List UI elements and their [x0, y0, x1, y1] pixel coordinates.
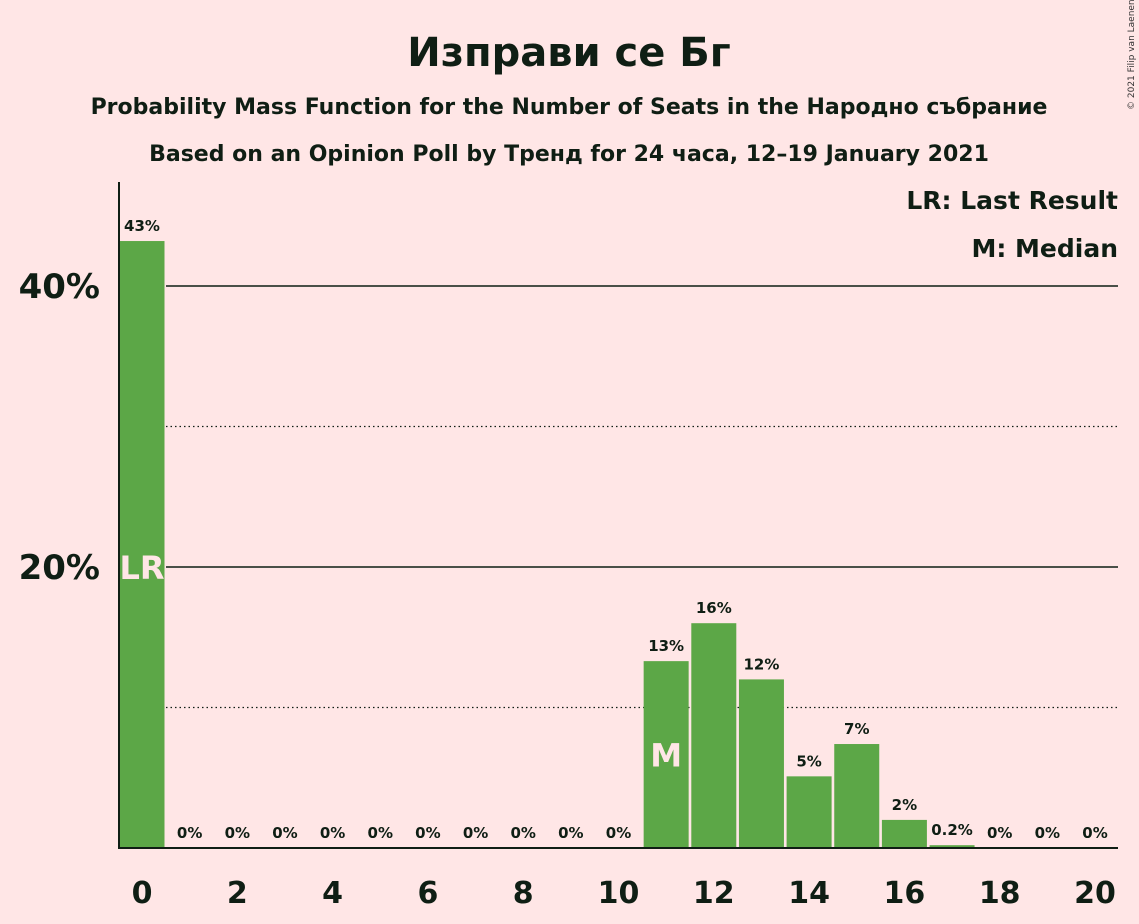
x-tick-label: 0 — [132, 876, 153, 911]
x-tick-label: 12 — [693, 876, 735, 911]
bar-seat-0 — [119, 241, 165, 849]
median-marker: M — [650, 737, 682, 775]
copyright-text: © 2021 Filip van Laenen — [1127, 0, 1137, 110]
data-label: 16% — [696, 599, 732, 617]
legend-last-result: LR: Last Result — [906, 186, 1118, 215]
chart-subtitle: Probability Mass Function for the Number… — [91, 95, 1048, 120]
data-label: 0% — [177, 824, 202, 842]
data-label: 0% — [510, 824, 535, 842]
x-tick-label: 4 — [322, 876, 343, 911]
x-tick-label: 18 — [979, 876, 1021, 911]
data-label: 0% — [606, 824, 631, 842]
chart-title: Изправи се Бг — [407, 30, 730, 76]
bar-seat-13 — [738, 679, 784, 848]
x-tick-label: 8 — [513, 876, 534, 911]
last-result-marker: LR — [119, 549, 164, 587]
y-tick-label: 40% — [19, 267, 100, 307]
data-label: 0% — [225, 824, 250, 842]
bar-seat-12 — [691, 623, 737, 848]
data-label: 2% — [892, 796, 917, 814]
data-label: 0% — [368, 824, 393, 842]
chart-subtitle-source: Based on an Opinion Poll by Тренд for 24… — [149, 142, 989, 167]
data-label: 0% — [1035, 824, 1060, 842]
data-label: 5% — [796, 752, 821, 770]
x-tick-label: 6 — [417, 876, 438, 911]
x-tick-label: 2 — [227, 876, 248, 911]
bar-seat-15 — [834, 744, 880, 848]
bars — [119, 241, 975, 849]
x-tick-label: 14 — [788, 876, 830, 911]
data-label: 0% — [987, 824, 1012, 842]
data-label: 0% — [320, 824, 345, 842]
y-tick-label: 20% — [19, 548, 100, 588]
data-label: 43% — [124, 217, 160, 235]
x-tick-label: 20 — [1074, 876, 1116, 911]
data-label: 0.2% — [931, 821, 973, 839]
axes: 20% 40% 0 2 4 6 8 10 12 14 16 18 20 — [19, 182, 1118, 911]
data-labels: 43% 0% 0% 0% 0% 0% 0% 0% 0% 0% 0% 13% 16% 12% 5% 7% 2% 0.… — [119, 217, 1107, 842]
data-label: 0% — [272, 824, 297, 842]
data-label: 0% — [558, 824, 583, 842]
bar-seat-16 — [881, 819, 927, 848]
data-label: 12% — [743, 655, 779, 673]
data-label: 0% — [463, 824, 488, 842]
x-tick-label: 10 — [598, 876, 640, 911]
data-label: 0% — [415, 824, 440, 842]
data-label: 0% — [1082, 824, 1107, 842]
x-tick-label: 16 — [884, 876, 926, 911]
bar-seat-11 — [643, 661, 689, 848]
bar-seat-17 — [929, 845, 975, 848]
gridlines — [166, 285, 1118, 709]
data-label: 13% — [648, 637, 684, 655]
bar-seat-14 — [786, 776, 832, 848]
legend-median: M: Median — [971, 234, 1118, 263]
data-label: 7% — [844, 720, 869, 738]
